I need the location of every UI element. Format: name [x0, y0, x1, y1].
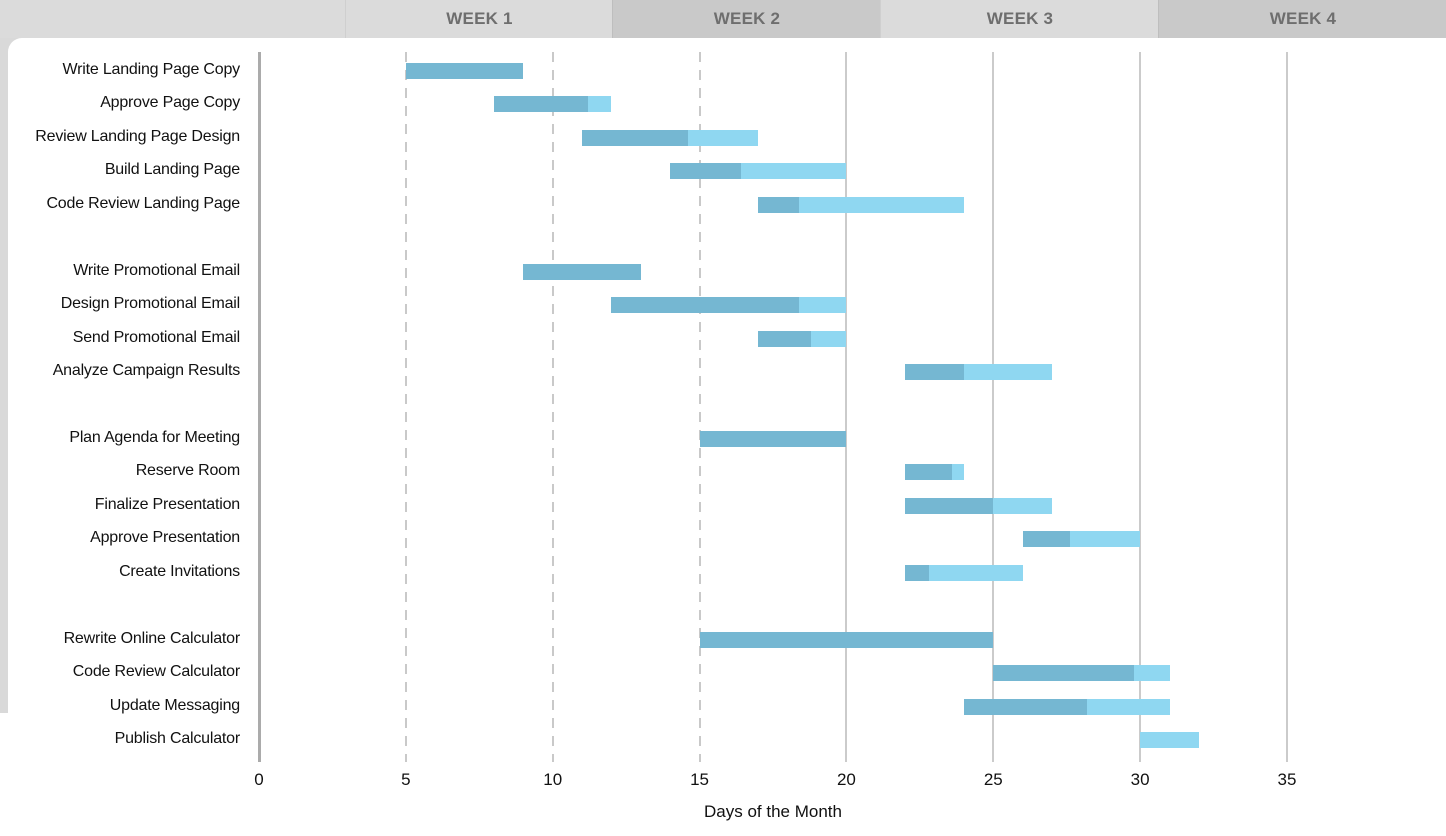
task-label: Update Messaging: [109, 696, 240, 714]
gantt-bar-complete: [699, 430, 847, 447]
gantt-bar-complete: [582, 129, 688, 146]
task-label: Build Landing Page: [104, 161, 240, 179]
gantt-bar-remaining: [928, 564, 1023, 581]
gantt-bar-complete: [493, 96, 588, 113]
gantt-bar-complete: [699, 631, 994, 648]
week-header-block: WEEK 2: [612, 0, 881, 38]
gridline-day-10: [551, 52, 554, 762]
gantt-bar-remaining: [587, 96, 612, 113]
week-header-spacer: [0, 0, 345, 38]
x-tick-label: 5: [401, 770, 411, 789]
week-header-block: WEEK 3: [880, 0, 1159, 38]
gridline-day-25: [992, 52, 995, 762]
task-label: Finalize Presentation: [94, 495, 240, 513]
gantt-bar-remaining: [1134, 665, 1170, 682]
week-header-block: WEEK 1: [345, 0, 613, 38]
gridline-day-35: [1285, 52, 1288, 762]
x-axis-title-text: Days of the Month: [704, 802, 842, 821]
task-label: Code Review Calculator: [72, 663, 240, 681]
task-label: Review Landing Page Design: [35, 127, 240, 145]
task-label: Send Promotional Email: [72, 328, 240, 346]
gridline-day-30: [1139, 52, 1142, 762]
gantt-bar-remaining: [799, 297, 847, 314]
x-tick-label: 25: [983, 770, 1003, 789]
task-label: Analyze Campaign Results: [52, 362, 240, 380]
task-label: Write Landing Page Copy: [62, 61, 241, 78]
gantt-bar-remaining: [811, 330, 847, 347]
gantt-bar-complete: [905, 564, 929, 581]
gantt-bar-complete: [758, 196, 800, 213]
gantt-bar-remaining: [1087, 698, 1170, 715]
gridline-day-5: [404, 52, 407, 762]
gantt-bar-remaining: [1069, 531, 1141, 548]
gantt-bar-remaining: [1140, 732, 1199, 748]
gantt-bar-remaining: [687, 129, 759, 146]
task-label: Rewrite Online Calculator: [63, 629, 241, 647]
x-tick-label: 35: [1277, 770, 1297, 789]
x-tick-label: 30: [1130, 770, 1150, 789]
gantt-bar-complete: [670, 163, 741, 180]
gantt-bar-remaining: [740, 163, 847, 180]
task-label: Write Promotional Email: [73, 261, 240, 279]
task-label: Design Promotional Email: [60, 295, 240, 313]
gantt-bar-remaining: [993, 497, 1053, 514]
gantt-bar-complete: [963, 698, 1088, 715]
x-tick-label: 20: [836, 770, 856, 789]
gantt-bar-complete: [905, 364, 964, 381]
gantt-bar-complete: [405, 63, 524, 79]
week-header-band: WEEK 1 WEEK 2 WEEK 3 WEEK 4: [0, 0, 1446, 38]
task-label: Plan Agenda for Meeting: [69, 428, 240, 446]
gantt-bar-remaining: [799, 196, 964, 213]
gantt-bar-remaining: [963, 364, 1053, 381]
gridline-day-15: [698, 52, 701, 762]
task-label: Approve Presentation: [90, 529, 240, 547]
week-label: WEEK 3: [986, 9, 1054, 28]
week-label: WEEK 2: [713, 9, 781, 28]
week-label: WEEK 1: [446, 9, 513, 28]
gantt-bar-complete: [993, 665, 1135, 682]
task-label: Code Review Landing Page: [46, 194, 240, 212]
task-label: Reserve Room: [135, 462, 241, 480]
y-axis-line: [257, 52, 261, 762]
gantt-bar-complete: [611, 297, 800, 314]
task-label: Publish Calculator: [114, 730, 241, 747]
gantt-bar-complete: [905, 464, 953, 481]
task-label: Approve Page Copy: [100, 94, 240, 112]
left-gutter-strip: [0, 38, 8, 713]
x-tick-label: 0: [254, 770, 264, 789]
gantt-bar-complete: [758, 330, 812, 347]
gantt-bar-complete: [905, 497, 994, 514]
week-label: WEEK 4: [1269, 9, 1337, 28]
gantt-bar-complete: [523, 263, 641, 280]
gantt-bar-complete: [1022, 531, 1070, 548]
week-header-block: WEEK 4: [1158, 0, 1446, 38]
gantt-bar-remaining: [952, 464, 964, 481]
gridline-day-20: [845, 52, 848, 762]
x-tick-label: 10: [543, 770, 563, 789]
x-tick-label: 15: [690, 770, 710, 789]
task-label: Create Invitations: [119, 562, 240, 580]
